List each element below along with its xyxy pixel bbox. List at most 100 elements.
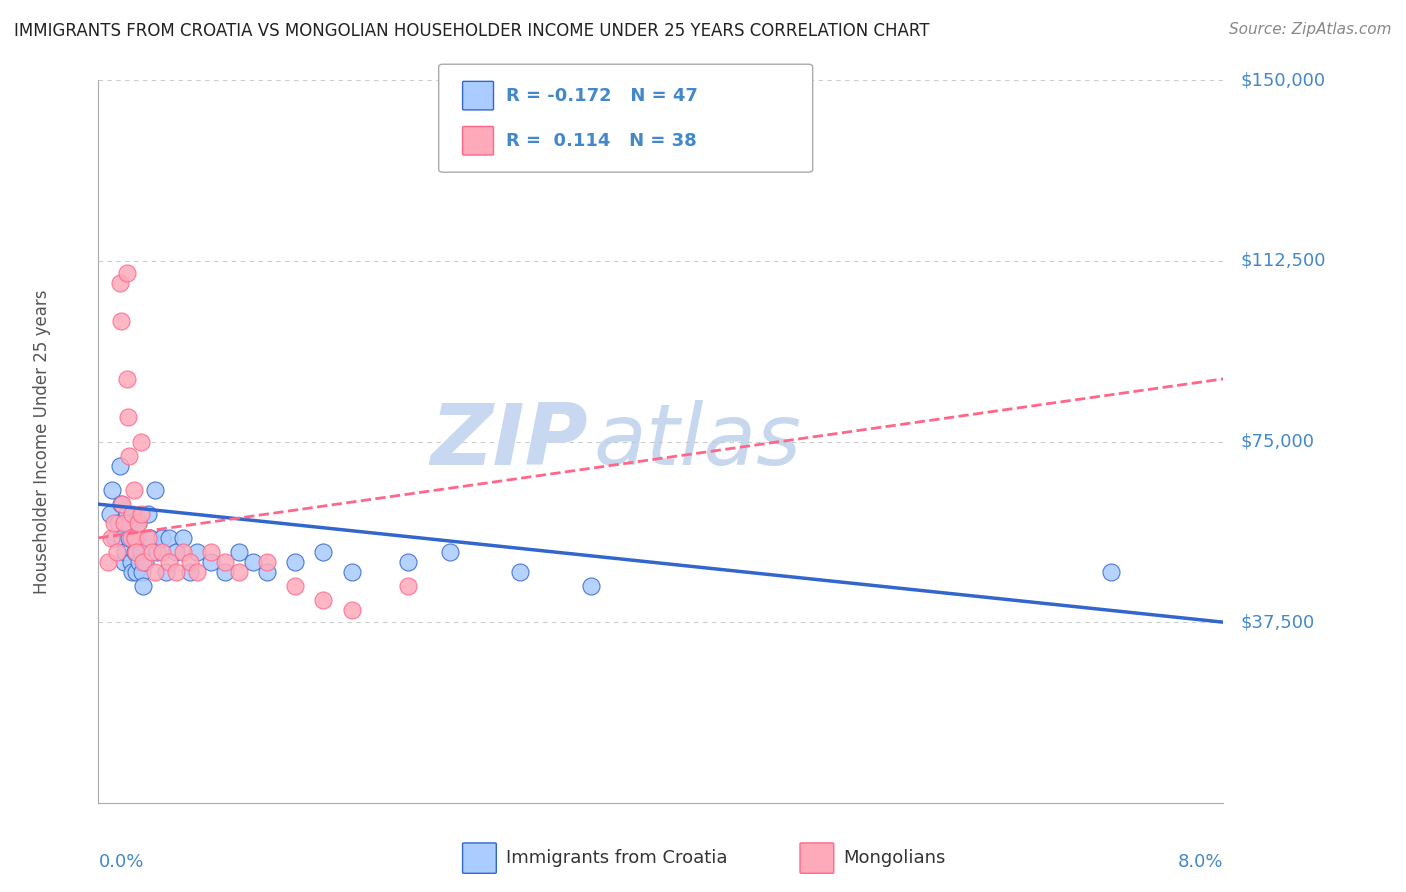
Point <box>131 565 153 579</box>
Point <box>100 531 122 545</box>
Text: Source: ZipAtlas.com: Source: ZipAtlas.com <box>1229 22 1392 37</box>
Text: $150,000: $150,000 <box>1240 71 1326 89</box>
Point <box>157 531 180 545</box>
Text: ZIP: ZIP <box>430 400 588 483</box>
Text: $37,500: $37,500 <box>1240 613 1315 632</box>
Point <box>128 555 150 569</box>
Point <box>284 555 307 569</box>
Point <box>165 545 187 559</box>
Point <box>256 565 278 579</box>
Point <box>117 516 139 531</box>
Point <box>122 531 145 545</box>
Point <box>143 565 166 579</box>
Text: atlas: atlas <box>593 400 801 483</box>
Point <box>108 458 131 473</box>
Point <box>120 531 142 545</box>
Point <box>146 545 169 559</box>
Point <box>155 565 177 579</box>
Point <box>579 579 602 593</box>
Point <box>125 565 148 579</box>
Point <box>121 565 143 579</box>
Point <box>115 507 138 521</box>
Point <box>172 531 194 545</box>
Point <box>114 545 136 559</box>
Point <box>107 516 129 531</box>
Point <box>127 516 149 531</box>
Point <box>118 449 141 463</box>
Point <box>108 276 131 290</box>
Point <box>340 603 363 617</box>
Point <box>111 497 134 511</box>
Point <box>105 545 128 559</box>
Point <box>124 545 146 559</box>
Point <box>129 507 152 521</box>
Point <box>200 555 222 569</box>
Point <box>110 314 132 328</box>
Point <box>117 410 139 425</box>
Point <box>143 483 166 497</box>
Point <box>141 545 163 559</box>
Point <box>228 565 250 579</box>
Point <box>150 545 173 559</box>
Point <box>120 555 142 569</box>
Point <box>256 555 278 569</box>
Point <box>129 545 152 559</box>
Point <box>1099 565 1122 579</box>
Point <box>104 531 127 545</box>
Text: 0.0%: 0.0% <box>98 854 143 871</box>
Point <box>214 555 236 569</box>
Point <box>122 483 145 497</box>
Point <box>134 555 156 569</box>
Point <box>136 531 159 545</box>
Point <box>179 555 201 569</box>
Point <box>228 545 250 559</box>
Point <box>132 555 155 569</box>
Text: 8.0%: 8.0% <box>1178 854 1223 871</box>
Point <box>132 579 155 593</box>
Point <box>509 565 531 579</box>
Point <box>97 555 120 569</box>
Point <box>127 516 149 531</box>
Text: $112,500: $112,500 <box>1240 252 1326 270</box>
Point <box>124 531 146 545</box>
Point <box>136 507 159 521</box>
Text: IMMIGRANTS FROM CROATIA VS MONGOLIAN HOUSEHOLDER INCOME UNDER 25 YEARS CORRELATI: IMMIGRANTS FROM CROATIA VS MONGOLIAN HOU… <box>14 22 929 40</box>
Point <box>101 483 124 497</box>
Point <box>115 266 138 280</box>
Point <box>121 507 143 521</box>
Point <box>110 497 132 511</box>
Point <box>200 545 222 559</box>
Point <box>112 555 135 569</box>
Point <box>115 372 138 386</box>
Text: R =  0.114   N = 38: R = 0.114 N = 38 <box>506 132 697 150</box>
Text: Householder Income Under 25 years: Householder Income Under 25 years <box>34 289 51 594</box>
Point <box>242 555 264 569</box>
Point <box>214 565 236 579</box>
Point <box>312 545 335 559</box>
Point <box>111 531 134 545</box>
Text: R = -0.172   N = 47: R = -0.172 N = 47 <box>506 87 697 104</box>
Point <box>129 434 152 449</box>
Text: Mongolians: Mongolians <box>844 849 946 867</box>
Point <box>396 579 419 593</box>
Point <box>172 545 194 559</box>
Point <box>112 516 135 531</box>
Point <box>139 531 162 545</box>
Point <box>340 565 363 579</box>
Point <box>98 507 121 521</box>
Point <box>118 531 141 545</box>
Point <box>312 593 335 607</box>
Text: Immigrants from Croatia: Immigrants from Croatia <box>506 849 728 867</box>
Point <box>439 545 461 559</box>
Point <box>284 579 307 593</box>
Point <box>125 545 148 559</box>
Text: $75,000: $75,000 <box>1240 433 1315 450</box>
Point <box>165 565 187 579</box>
Point <box>186 565 208 579</box>
Point <box>179 565 201 579</box>
Point <box>150 531 173 545</box>
Point <box>186 545 208 559</box>
Point <box>396 555 419 569</box>
Point <box>103 516 125 531</box>
Point <box>157 555 180 569</box>
